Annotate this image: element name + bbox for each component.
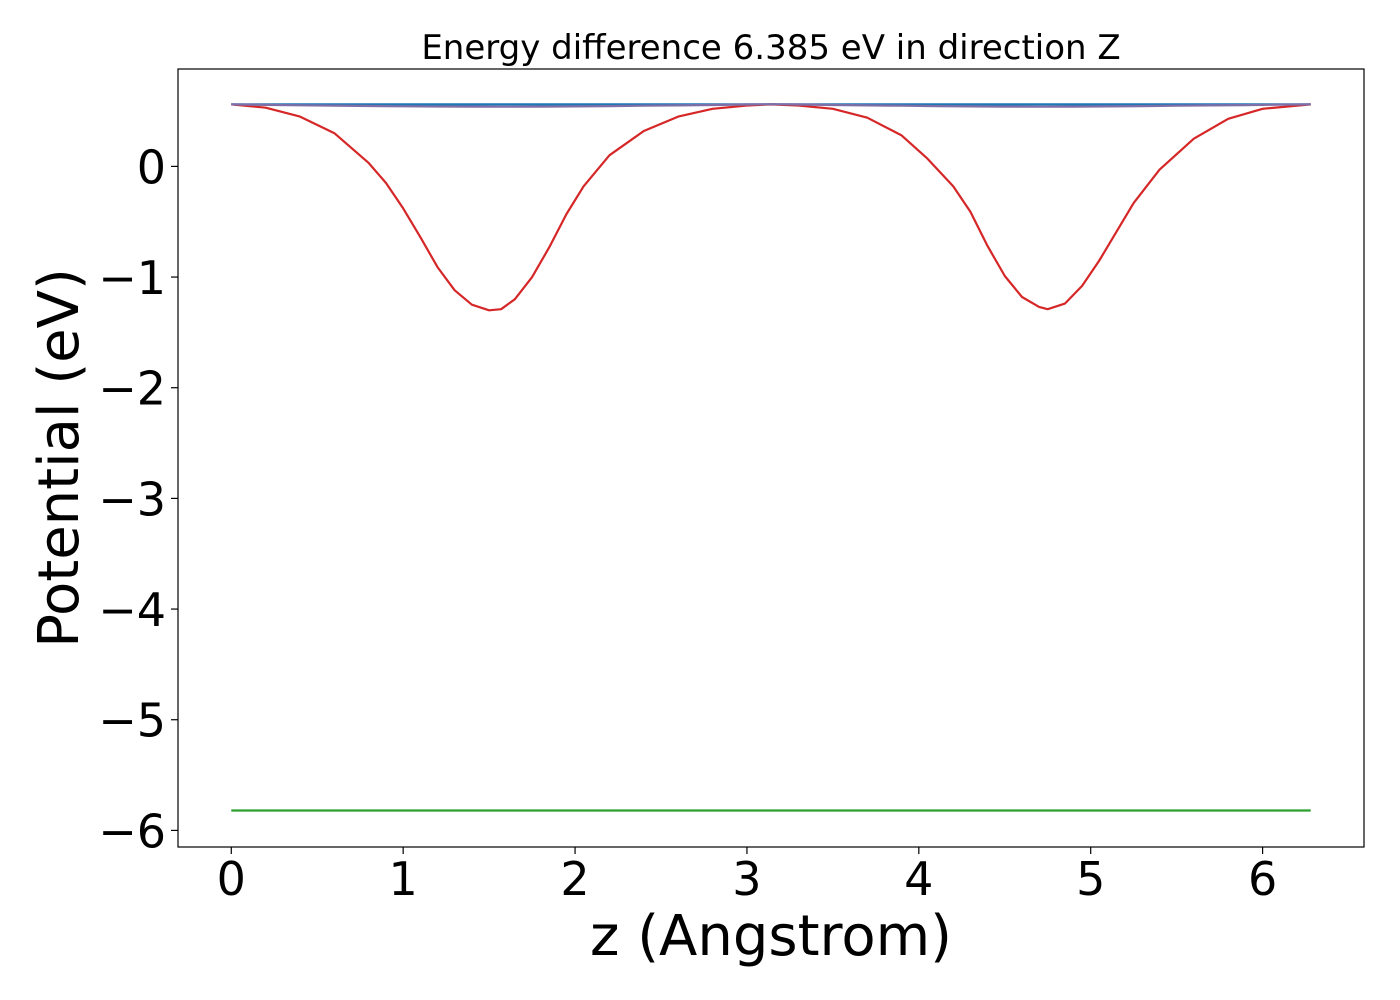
y-tick-label: −5: [98, 694, 166, 748]
x-tick-label: 6: [1248, 852, 1277, 906]
series-layer: [231, 103, 1311, 812]
plot-area: [177, 68, 1365, 848]
x-tick-label: 4: [904, 852, 933, 906]
y-tick-label: −2: [98, 362, 166, 416]
y-axis-label: Potential (eV): [27, 268, 92, 648]
x-tick-label: 2: [560, 852, 589, 906]
axes-frame: [177, 68, 1365, 848]
x-axis-label: z (Angstrom): [590, 904, 952, 969]
y-tick-label: −6: [98, 804, 166, 858]
x-tick-label: 5: [1076, 852, 1105, 906]
x-tick-label: 0: [217, 852, 246, 906]
chart-title: Energy difference 6.385 eV in direction …: [421, 28, 1120, 68]
series-line-4: [231, 103, 1311, 108]
y-tick-label: −3: [98, 472, 166, 526]
x-tick-label: 1: [389, 852, 418, 906]
y-tick-label: 0: [137, 140, 166, 194]
x-tick-label: 3: [732, 852, 761, 906]
x-axis-ticks: 0 1 2 3 4 5 6: [217, 847, 1277, 906]
y-tick-label: −4: [98, 583, 166, 637]
y-tick-label: −1: [98, 251, 166, 305]
y-axis-ticks: 0 −1 −2 −3 −4 −5 −6: [98, 140, 178, 858]
